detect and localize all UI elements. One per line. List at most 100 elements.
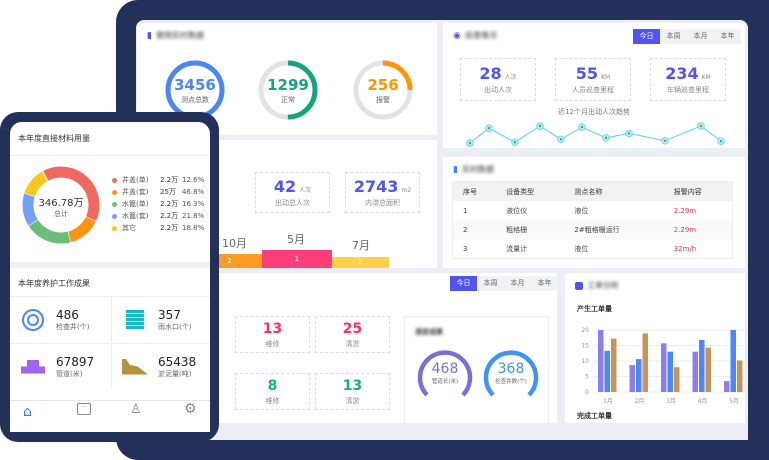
table-cell: 粗格栅	[496, 220, 565, 239]
card-title: 巡查情况	[464, 31, 497, 40]
table-row[interactable]: 3 流量计 液位 32m/h	[453, 239, 732, 258]
trend-line	[469, 125, 722, 144]
tab-1[interactable]: 本周	[477, 276, 504, 291]
arc-gauge: 368 检查井数(个)	[483, 349, 539, 405]
legend-item: 其它 2.2万 18.8%	[112, 222, 204, 234]
ring-label: 正常	[281, 95, 295, 104]
chart-title: 完成工单量	[577, 412, 612, 420]
tab-0[interactable]: 今日	[633, 29, 660, 44]
gauge-value: 468	[431, 361, 459, 377]
table-cell: 1	[463, 206, 468, 215]
ring-label: 报警	[376, 95, 390, 104]
trend-point-core	[699, 124, 703, 128]
bottom-nav: ⌂ ··· ♙ ⚙	[10, 400, 210, 432]
legend-item: 井盖(单) 2.2万 12.6%	[112, 174, 204, 186]
home-icon[interactable]: ⌂	[23, 404, 32, 420]
bar-chart-icon: ▮	[453, 164, 458, 175]
stat-box: 13 维修	[235, 316, 310, 353]
donut-slice	[22, 193, 38, 226]
donut-slice	[28, 219, 71, 244]
donut-slice	[24, 171, 49, 197]
table-row[interactable]: 2 粗格栅 2#粗格栅运行 2.29m	[453, 220, 732, 239]
realtime-card: ▮ 实时数据 序号 设备类型 测点名称 报警内容 1 液位仪 液位 2.29m 2 粗格栅 2#粗格栅…	[443, 157, 745, 268]
stat-box: 8 维修	[235, 373, 310, 410]
bar	[674, 367, 680, 392]
phone-screen: 本年度直接材料用量 346.78万 总计 井盖(单) 2.2万 12.6% 井盖(套)…	[10, 122, 210, 432]
panel-title: 本年度直接材料用量	[18, 134, 90, 143]
card-title: 实时数据	[461, 165, 494, 174]
realtime-table: 序号 设备类型 测点名称 报警内容 1 液位仪 液位 2.29m 2 粗格栅 2#粗格栅运行 2.29…	[452, 181, 733, 259]
tab-3[interactable]: 本年	[531, 276, 558, 291]
trend-point-core	[627, 132, 631, 135]
total-value: 346.78万	[38, 198, 84, 209]
tab-2[interactable]: 本月	[687, 29, 714, 44]
user-icon[interactable]: ♙	[130, 402, 142, 417]
gauge-label: 检查井数(个)	[495, 379, 527, 385]
legend-item: 水篦(套) 2.2万 21.8%	[112, 210, 204, 222]
ring-arc	[258, 60, 318, 120]
bar-chart-icon: ▮	[147, 30, 152, 41]
legend-dot	[112, 225, 117, 231]
ring-value: 3456	[174, 75, 216, 94]
column-header: 报警内容	[663, 182, 732, 201]
bar	[604, 350, 610, 392]
ring-gauge: 256 报警	[352, 59, 414, 121]
bar	[705, 347, 711, 392]
tab-3[interactable]: 本年	[714, 29, 741, 44]
work-order-card: 工单分析 产生工单量 0 5 10 15 20 1月 2月 3月 4月 5月 完成工单量	[565, 273, 745, 423]
bar-month: 7月	[352, 239, 370, 252]
result-item: 65438 淤泥量(吨)	[111, 343, 210, 389]
bar	[692, 351, 698, 392]
result-item: 486 检查井(个)	[10, 296, 110, 342]
column-header: 测点名称	[564, 182, 664, 201]
legend-dot	[112, 201, 117, 207]
settings-icon[interactable]: ⚙	[184, 401, 197, 417]
table-cell: 液位	[574, 244, 589, 253]
bar	[724, 381, 730, 392]
bar	[667, 351, 673, 392]
message-icon[interactable]: ···	[77, 403, 91, 415]
table-cell: 2#粗格栅运行	[564, 220, 664, 239]
y-tick-label: 15	[581, 343, 589, 350]
trend-title: 近12个月出动人次趋势	[558, 108, 630, 116]
bar-month: 10月	[222, 237, 247, 250]
bar	[661, 343, 667, 392]
stat-box: 28 人次 出动人次	[460, 58, 536, 101]
tab-0[interactable]: 今日	[450, 276, 477, 291]
table-row[interactable]: 1 液位仪 液位 2.29m	[453, 201, 732, 220]
legend-dot	[112, 213, 117, 219]
y-tick-label: 20	[581, 327, 589, 334]
divider	[10, 155, 210, 156]
materials-panel: 本年度直接材料用量 346.78万 总计 井盖(单) 2.2万 12.6% 井盖(套)…	[10, 122, 210, 262]
ring-gauge: 1299 正常	[257, 59, 319, 121]
card-title: 管网实时数据	[155, 31, 204, 40]
trend-point-core	[487, 127, 491, 130]
patrol-card: ◉ 巡查情况 今日 本周 本月 本年 28 人次 出动人次 55 KM 人员巡查里程 234 KM…	[443, 23, 745, 148]
x-tick-label: 4月	[698, 398, 708, 405]
tab-1[interactable]: 本周	[660, 29, 687, 44]
gauge-arc	[483, 350, 539, 397]
card-title: 清淤成果	[415, 328, 443, 336]
tab-2[interactable]: 本月	[504, 276, 531, 291]
arc-gauge: 468 管道长(米)	[417, 349, 473, 405]
legend-dot	[112, 189, 117, 195]
x-tick-label: 1月	[603, 398, 613, 405]
table-cell: 液位	[574, 206, 589, 215]
dredge-results-card: 清淤成果 468 管道长(米) 368 检查井数(个)	[404, 316, 549, 426]
donut-slice	[67, 216, 96, 243]
legend-item: 井盖(套) 25万 46.8%	[112, 186, 204, 198]
pipe-icon	[10, 359, 56, 374]
bar	[636, 359, 642, 392]
column-header: 序号	[453, 182, 497, 201]
eye-icon: ◉	[453, 30, 461, 41]
table-cell: 32m/h	[673, 244, 697, 253]
stat-box: 234 KM 车辆巡查里程	[650, 58, 726, 101]
card-title: 工单分析	[587, 281, 619, 290]
trend-point-core	[468, 141, 472, 145]
gauge-value: 368	[497, 361, 525, 377]
bar	[611, 338, 617, 392]
legend: 井盖(单) 2.2万 12.6% 井盖(套) 25万 46.8% 水篦(单) 2.2万 16.3…	[112, 174, 204, 234]
bar	[737, 360, 743, 392]
table-cell: 2	[453, 220, 497, 239]
legend-item: 水篦(单) 2.2万 16.3%	[112, 198, 204, 210]
